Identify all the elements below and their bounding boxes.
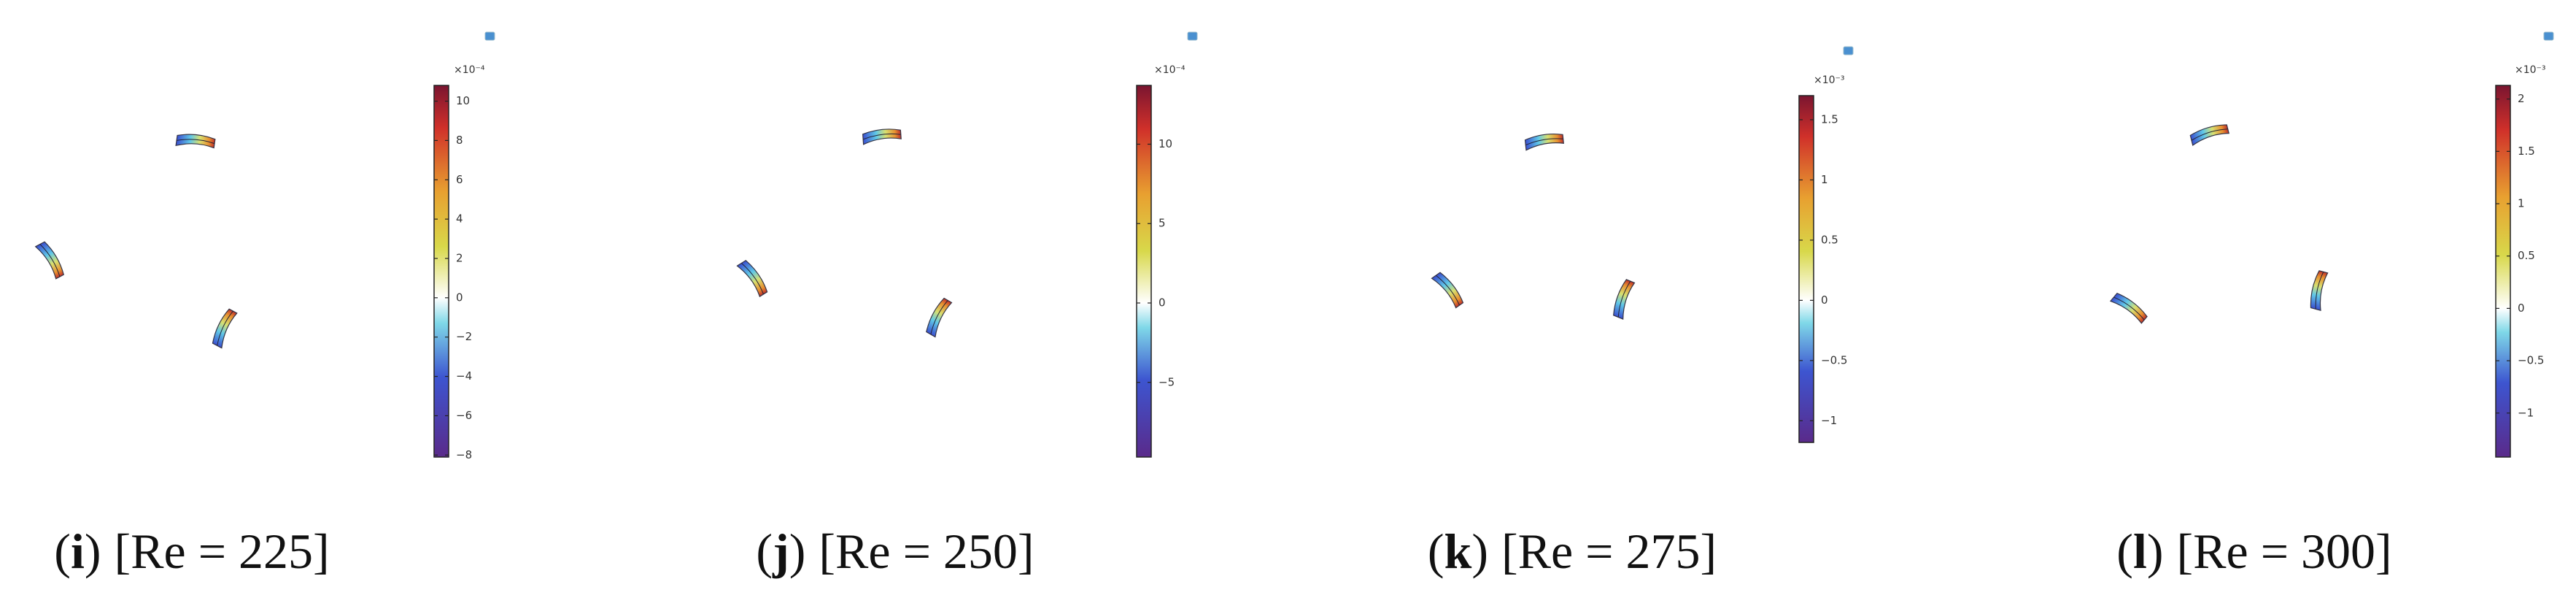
tick-label: 2 (2518, 92, 2525, 105)
tick-label: 0.5 (1821, 233, 1838, 246)
blade (1613, 279, 1636, 320)
tick-label: 4 (456, 212, 463, 226)
tick-label: 1.5 (2518, 145, 2535, 158)
blade (175, 134, 216, 149)
tick-label: 1.5 (1821, 112, 1838, 126)
blade (2310, 270, 2329, 311)
caption: (i) [Re = 225] (54, 523, 329, 579)
blade (736, 260, 768, 298)
caption: (l) [Re = 300] (2116, 523, 2391, 579)
colorbar-exponent: ×10⁻³ (2515, 64, 2546, 76)
panel: ×10⁻³ −1 −0.5 0 0.5 1 1.5 (k) [Re = 275] (1428, 46, 1854, 579)
tick-label: 0 (1821, 293, 1828, 307)
panel: ×10⁻⁴ −8 −6 −4 −2 0 2 4 6 8 10 (i) [Re = 225] (34, 31, 495, 579)
tick-label: 2 (456, 251, 463, 264)
caption-text: [Re = 300] (2177, 523, 2392, 579)
tick-label: 10 (1159, 137, 1172, 150)
tick-label: 6 (456, 173, 463, 186)
tick-label: 0 (456, 291, 463, 304)
colorbar-exponent: ×10⁻⁴ (454, 64, 485, 76)
tick-label: 1 (2518, 197, 2525, 210)
blade-edge (177, 139, 215, 145)
blade-edge (1617, 280, 1631, 318)
blade (926, 297, 953, 338)
tick-label: 0 (2518, 302, 2525, 315)
blade-edge (741, 263, 764, 295)
colorbar (433, 85, 449, 458)
view-icon (2543, 31, 2554, 41)
blade-edge (2113, 296, 2145, 320)
panel-label: (i) (54, 523, 101, 579)
blade-edge (2315, 272, 2324, 310)
caption: (j) [Re = 250] (756, 523, 1034, 579)
view-icon (1187, 31, 1198, 41)
blade-edge (930, 300, 948, 335)
colorbar-exponent: ×10⁻⁴ (1154, 64, 1185, 76)
blade-edge (1435, 275, 1461, 306)
blade-edge (2191, 128, 2228, 141)
blade (2189, 124, 2229, 147)
colorbar (1798, 95, 1814, 443)
blade (1431, 272, 1464, 309)
tick-label: −0.5 (1821, 353, 1847, 366)
blade (862, 128, 902, 145)
caption-text: [Re = 225] (115, 523, 330, 579)
tick-label: 1 (1821, 173, 1828, 186)
blade-edge (217, 310, 233, 346)
tick-label: 5 (1159, 217, 1166, 230)
blade (212, 308, 238, 349)
view-icon (1843, 46, 1854, 55)
caption-text: [Re = 275] (1501, 523, 1717, 579)
colorbar (2495, 85, 2511, 458)
tick-label: −6 (456, 409, 472, 422)
tick-label: −8 (456, 448, 472, 461)
tick-label: 8 (456, 134, 463, 147)
view-icon (484, 31, 495, 41)
tick-label: −0.5 (2518, 354, 2544, 367)
tick-label: 0 (1159, 296, 1166, 310)
tick-label: −1 (2518, 406, 2534, 419)
blade-edge (1525, 138, 1563, 146)
tick-label: −2 (456, 330, 472, 343)
panel: ×10⁻⁴ −5 0 5 10 (j) [Re = 250] (736, 31, 1198, 579)
tick-label: −1 (1821, 414, 1837, 427)
colorbar (1136, 85, 1152, 458)
blade (2109, 292, 2148, 324)
tick-label: 10 (456, 94, 470, 107)
panel-label: (k) (1428, 523, 1488, 579)
blade-edge (862, 133, 901, 140)
panel-label: (j) (756, 523, 805, 579)
caption-text: [Re = 250] (819, 523, 1034, 579)
tick-label: −5 (1159, 375, 1175, 388)
tick-label: −4 (456, 369, 472, 383)
blade (1524, 133, 1564, 151)
blade (34, 241, 64, 280)
panel: ×10⁻³ −1 −0.5 0 0.5 1 1.5 2 (l) [Re = 300] (2109, 31, 2554, 579)
tick-label: 0.5 (2518, 249, 2535, 262)
colorbar-exponent: ×10⁻³ (1814, 74, 1845, 86)
panel-label: (l) (2116, 523, 2163, 579)
caption: (k) [Re = 275] (1428, 523, 1717, 579)
blade-edge (39, 244, 61, 277)
